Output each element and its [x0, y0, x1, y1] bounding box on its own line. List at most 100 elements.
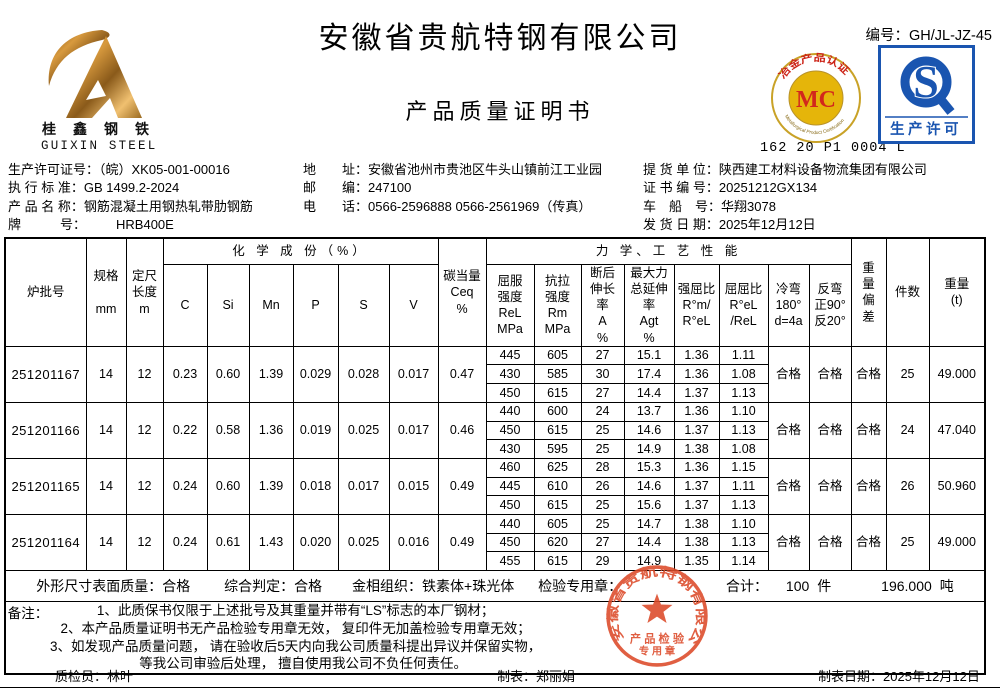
cell-agt: 14.4: [623, 532, 675, 553]
tabulator-label: 制表：: [497, 669, 537, 684]
inspector-label: 质检员：: [55, 669, 108, 684]
inspector-field: 质检员：林叶: [55, 666, 133, 685]
header-tensile-strength: 抗拉 强度 Rm MPa: [533, 263, 582, 347]
cell-chem-c: 0.22: [162, 401, 208, 459]
cell-strength-ratio: 1.37: [673, 495, 720, 515]
qs-letter: S: [913, 56, 939, 107]
info-row-product: 产 品 名 称：钢筋混凝土用钢热轧带肋钢筋: [8, 198, 304, 216]
cell-elongation: 24: [580, 401, 625, 422]
info-row-vehicle: 车 船 号：华翔3078: [643, 198, 995, 216]
cell-chem-si: 0.61: [206, 513, 250, 572]
cell-ceq: 0.49: [437, 513, 487, 572]
table-row: 251201167 14 12 0.23 0.60 1.39 0.029 0.0…: [4, 345, 986, 403]
info-label: 执 行 标 准：: [8, 180, 84, 196]
cell-agt: 15.3: [623, 457, 675, 478]
metallographic-label: 金相组织：: [352, 578, 423, 594]
metallographic-value: 铁素体+珠光体: [422, 578, 515, 594]
header-agt: 最大力 总延伸 率 Agt %: [623, 263, 675, 347]
cell-ceq: 0.47: [437, 345, 487, 403]
cell-yield: 455: [485, 551, 535, 571]
cell-yield: 460: [485, 457, 535, 478]
notes-label: 备注：: [7, 606, 49, 621]
certificate-number-label: 编号：: [865, 28, 910, 44]
cell-tensile: 620: [533, 532, 582, 553]
info-label: 生产许可证号：: [8, 162, 100, 177]
info-value: HRB400E: [116, 216, 174, 232]
logo-swoosh: [48, 30, 110, 86]
mc-center-text: MC: [796, 87, 836, 113]
header-chemistry-group: 化 学 成 份（%）: [162, 237, 439, 265]
info-column-middle: 地 址：安徽省池州市贵池区牛头山镇前江工业园 邮 编：247100 电 话：05…: [303, 161, 643, 216]
cell-elongation: 27: [580, 345, 625, 366]
table-subrow: 430 595 25 14.9 1.38 1.08: [5, 439, 985, 459]
cell-yield: 440: [485, 513, 535, 534]
header-reverse-bend: 反弯 正90° 反20°: [808, 263, 852, 347]
stamp-line1: 产 品 检 验: [630, 632, 685, 646]
cell-elongation: 25: [580, 495, 625, 515]
cell-tensile: 605: [533, 513, 582, 534]
cell-ceq: 0.49: [437, 457, 487, 515]
info-label: 邮 编：: [303, 180, 369, 196]
info-label: 产 品 名 称：: [8, 198, 84, 214]
cell-chem-v: 0.017: [388, 345, 439, 403]
report-date-label: 制表日期：: [818, 669, 884, 684]
company-name-title: 安徽省贵航特钢有限公司: [318, 22, 682, 55]
cell-pieces: 24: [885, 401, 930, 459]
header-batch: 炉批号: [4, 237, 87, 347]
cell-agt: 14.9: [623, 439, 675, 459]
info-label: 发 货 日 期：: [643, 216, 719, 232]
tabulator-name: 郑丽娟: [536, 669, 576, 684]
cell-yield-ratio: 1.13: [718, 495, 769, 515]
cell-batch: 251201166: [4, 401, 87, 459]
cell-agt: 14.6: [623, 420, 675, 441]
tabulator-field: 制表：郑丽娟: [497, 666, 575, 685]
cell-tensile: 585: [533, 364, 582, 385]
cell-elongation: 27: [580, 532, 625, 553]
table-row: 251201164 14 12 0.24 0.61 1.43 0.020 0.0…: [4, 513, 986, 572]
cell-spec: 14: [85, 513, 127, 572]
inspection-stamp-label: 检验专用章：: [538, 578, 623, 594]
cell-tensile: 615: [533, 495, 582, 515]
info-label: 电 话：: [303, 198, 369, 214]
cell-strength-ratio: 1.36: [673, 364, 720, 385]
cell-cold-bend: 合格: [767, 457, 810, 515]
report-date-value: 2025年12月12日: [883, 669, 980, 684]
table-subrow: 430 585 30 17.4 1.36 1.08: [5, 364, 985, 385]
header-weight: 重量 (t): [928, 237, 986, 347]
report-date-field: 制表日期：2025年12月12日: [818, 666, 980, 685]
total-weight-unit: 吨: [939, 578, 954, 594]
cell-chem-v: 0.017: [388, 401, 439, 459]
certificate-number-value: GH/JL-JZ-45: [909, 28, 992, 44]
table-row: 251201165 14 12 0.24 0.60 1.39 0.018 0.0…: [4, 457, 986, 515]
notes-cell: 备注： 1、此质保书仅限于上述批号及其重量并带有“LS”标志的本厂钢材； 2、本…: [4, 601, 986, 675]
info-row-license: 生产许可证号：（皖）XK05-001-00016: [8, 161, 304, 179]
header-yield-ratio: 屈屈比 R°eL /ReL: [718, 263, 769, 347]
notes-row: 备注： 1、此质保书仅限于上述批号及其重量并带有“LS”标志的本厂钢材； 2、本…: [4, 601, 986, 675]
cell-elongation: 25: [580, 513, 625, 534]
cell-chem-v: 0.016: [388, 513, 439, 572]
cell-yield: 450: [485, 420, 535, 441]
info-row-grade: 牌 号： HRB400E: [8, 216, 304, 234]
cell-chem-s: 0.028: [337, 345, 390, 403]
table-subrow: 445 610 26 14.6 1.37 1.11: [5, 476, 985, 497]
cell-strength-ratio: 1.37: [673, 476, 720, 497]
cell-elongation: 27: [580, 383, 625, 403]
info-value: 华翔3078: [721, 198, 776, 214]
cell-yield: 445: [485, 345, 535, 366]
cell-elongation: 25: [580, 420, 625, 441]
cell-weight-deviation: 合格: [850, 457, 887, 515]
cell-batch: 251201164: [4, 513, 87, 572]
cell-agt: 15.1: [623, 345, 675, 366]
info-column-left: 生产许可证号：（皖）XK05-001-00016 执 行 标 准：GB 1499…: [8, 161, 304, 234]
cell-yield: 445: [485, 476, 535, 497]
info-row-postcode: 邮 编：247100: [303, 179, 643, 197]
info-row-ship-date: 发 货 日 期：2025年12月12日: [643, 216, 995, 234]
info-column-right: 提 货 单 位：陕西建工材料设备物流集团有限公司 证 书 编 号：2025121…: [643, 161, 995, 234]
stamp-line2: 专 用 章: [639, 645, 675, 658]
logo-notch: [86, 80, 106, 100]
cell-reverse-bend: 合格: [808, 401, 852, 459]
header-spec: 规格 mm: [85, 237, 127, 347]
overall-judgement-value: 合格: [294, 578, 323, 594]
cell-weight: 49.000: [928, 345, 986, 403]
production-license-badge: S 生产许可: [878, 45, 975, 149]
